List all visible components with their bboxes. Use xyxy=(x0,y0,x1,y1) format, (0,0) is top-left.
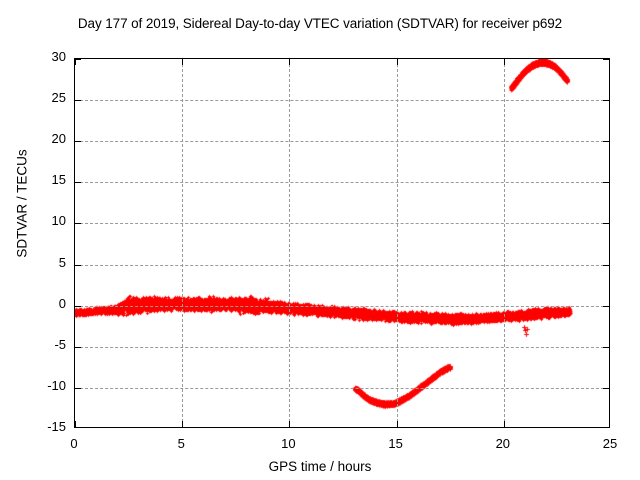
x-axis-tick xyxy=(396,421,398,427)
y-axis-tick xyxy=(603,100,609,102)
plot-area xyxy=(74,58,610,428)
y-axis-tick xyxy=(75,264,81,266)
grid-line-horizontal xyxy=(75,141,609,143)
grid-line-horizontal xyxy=(75,100,609,102)
y-axis-tick xyxy=(75,346,81,348)
y-axis-tick xyxy=(75,141,81,143)
grid-line-horizontal xyxy=(75,346,609,348)
x-tick-label: 15 xyxy=(388,436,403,451)
y-axis-tick xyxy=(603,387,609,389)
y-axis-tick xyxy=(603,182,609,184)
y-axis-tick xyxy=(75,223,81,225)
x-axis-tick xyxy=(503,59,505,65)
grid-line-horizontal xyxy=(75,305,609,307)
grid-line-vertical xyxy=(182,59,184,427)
x-tick-label: 10 xyxy=(281,436,296,451)
x-axis-tick xyxy=(289,421,291,427)
y-tick-label: -10 xyxy=(47,377,66,393)
y-axis-tick xyxy=(603,264,609,266)
y-tick-label: 10 xyxy=(51,213,66,229)
y-axis-tick xyxy=(603,305,609,307)
grid-line-horizontal xyxy=(75,387,609,389)
grid-line-vertical xyxy=(396,59,398,427)
x-tick-label: 25 xyxy=(602,436,618,451)
grid-line-horizontal xyxy=(75,223,609,225)
chart-title: Day 177 of 2019, Sidereal Day-to-day VTE… xyxy=(77,16,563,31)
y-axis-tick xyxy=(75,182,81,184)
x-axis-tick xyxy=(182,59,184,65)
y-tick-label: -5 xyxy=(54,336,66,352)
grid-line-horizontal xyxy=(75,182,609,184)
y-axis-tick xyxy=(75,387,81,389)
x-axis-title: GPS time / hours xyxy=(268,459,372,474)
y-axis-tick xyxy=(603,346,609,348)
y-tick-label: 5 xyxy=(58,254,66,270)
y-tick-label: 20 xyxy=(51,131,66,147)
y-axis-tick xyxy=(603,223,609,225)
y-axis-tick xyxy=(603,141,609,143)
y-tick-label: 25 xyxy=(51,90,66,106)
data-layer xyxy=(75,59,609,427)
y-axis-tick xyxy=(75,100,81,102)
grid-line-vertical xyxy=(289,59,291,427)
y-axis-tick xyxy=(603,59,609,60)
y-tick-label: 0 xyxy=(58,295,66,311)
x-axis-tick xyxy=(75,59,76,65)
y-axis-tick xyxy=(75,59,81,60)
x-axis-tick xyxy=(75,421,76,427)
x-axis-tick xyxy=(289,59,291,65)
x-axis-tick xyxy=(182,421,184,427)
x-tick-label: 5 xyxy=(177,436,185,451)
x-tick-label: 0 xyxy=(70,436,78,451)
y-tick-label: 30 xyxy=(51,49,66,64)
x-tick-label: 20 xyxy=(495,436,511,451)
x-axis-tick xyxy=(396,59,398,65)
grid-line-vertical xyxy=(503,59,505,427)
x-axis-tick xyxy=(503,421,505,427)
y-tick-label: -15 xyxy=(47,419,66,434)
grid-line-horizontal xyxy=(75,264,609,266)
y-tick-label: 15 xyxy=(51,172,66,188)
y-axis-tick xyxy=(75,305,81,307)
